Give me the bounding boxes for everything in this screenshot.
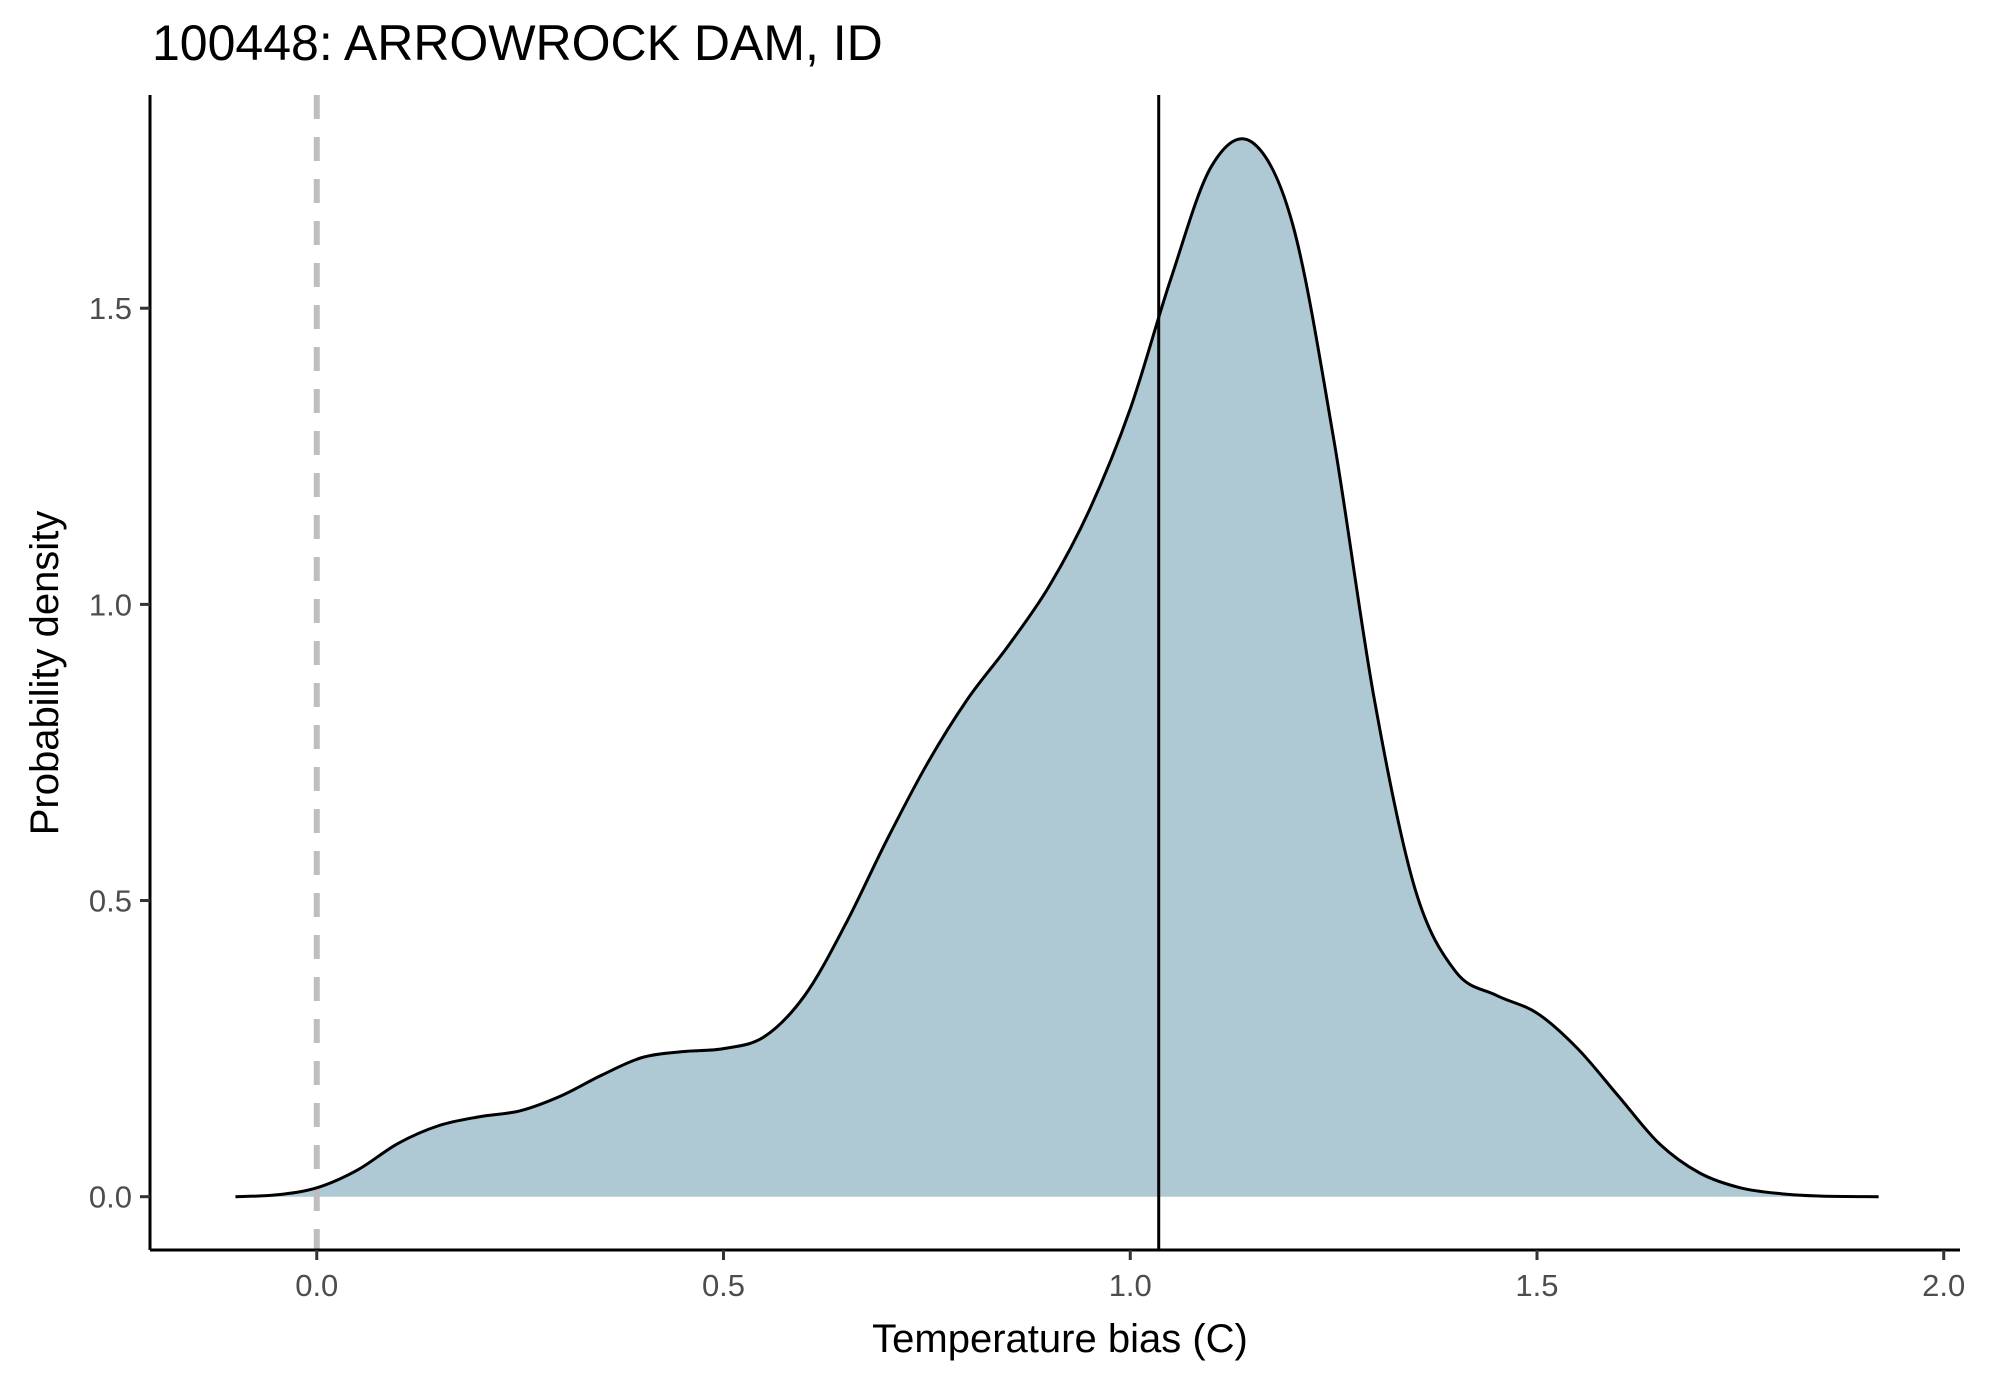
y-tick-label: 0.0 — [89, 1180, 132, 1215]
y-tick-label: 0.5 — [89, 884, 132, 919]
x-tick-label: 2.0 — [1922, 1268, 1965, 1303]
y-axis-title: Probability density — [23, 511, 67, 836]
x-tick-label: 0.0 — [295, 1268, 338, 1303]
x-tick-label: 1.5 — [1515, 1268, 1558, 1303]
axes: 0.0 0.5 1.0 1.5 2.0 0.0 0.5 1.0 1.5 — [89, 95, 1965, 1303]
density-curve — [235, 137, 1879, 1199]
y-tick-label: 1.0 — [89, 587, 132, 622]
plot-area — [235, 95, 1879, 1250]
x-axis-title: Temperature bias (C) — [872, 1317, 1248, 1361]
chart-title: 100448: ARROWROCK DAM, ID — [152, 15, 883, 71]
x-tick-label: 0.5 — [702, 1268, 745, 1303]
density-area — [235, 138, 1879, 1197]
y-tick-label: 1.5 — [89, 291, 132, 326]
x-tick-label: 1.0 — [1109, 1268, 1152, 1303]
